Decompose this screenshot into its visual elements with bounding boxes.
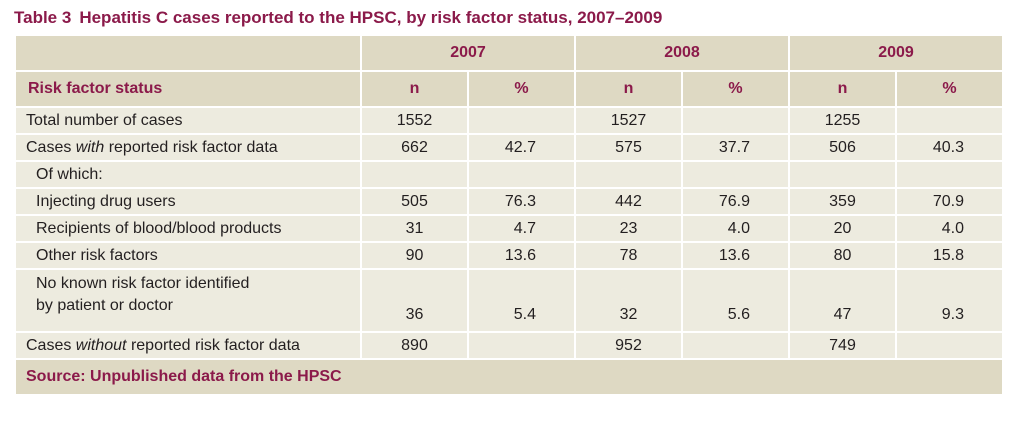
cell-value: 662 [360,133,469,162]
cell-value: 20 [788,214,897,243]
table-row: Injecting drug users 505 76.3 442 76.9 3… [14,187,1004,216]
cell-value: 31 [360,214,469,243]
cell-value: 32 [574,268,683,333]
cell-value [895,331,1004,360]
cell-value: 23 [574,214,683,243]
cell-value: 505 [360,187,469,216]
cell-value [467,106,576,135]
cell-value: 5.6 [681,268,790,333]
cell-value: 749 [788,331,897,360]
col-header-pct: % [467,70,576,108]
col-header-n: n [360,70,469,108]
cell-value: 5.4 [467,268,576,333]
year-header-2008: 2008 [574,34,790,72]
year-header-2009: 2009 [788,34,1004,72]
cell-value: 40.3 [895,133,1004,162]
cell-value: 78 [574,241,683,270]
row-label: Cases without reported risk factor data [14,331,362,360]
table-row: Total number of cases 1552 1527 1255 [14,106,1004,135]
table-row: Recipients of blood/blood products 31 4.… [14,214,1004,243]
cell-value: 13.6 [467,241,576,270]
table-title-text: Hepatitis C cases reported to the HPSC, … [79,8,663,27]
table-row: No known risk factor identified by patien… [14,268,1004,333]
table-row: Of which: [14,160,1004,189]
cell-value: 4.0 [895,214,1004,243]
table-number: Table 3 [14,8,72,27]
cell-value: 506 [788,133,897,162]
source-row: Source: Unpublished data from the HPSC [14,358,1004,396]
cell-value [788,160,897,189]
cell-value [467,160,576,189]
cell-value: 76.9 [681,187,790,216]
row-label: Other risk factors [14,241,362,270]
cell-value: 1552 [360,106,469,135]
cell-value: 37.7 [681,133,790,162]
cell-value [360,160,469,189]
year-header-row: 2007 2008 2009 [14,34,1004,72]
row-label: Injecting drug users [14,187,362,216]
cell-value: 4.0 [681,214,790,243]
cell-value: 13.6 [681,241,790,270]
cell-value: 4.7 [467,214,576,243]
cell-value: 442 [574,187,683,216]
cell-value [895,160,1004,189]
col-header-n: n [788,70,897,108]
cell-value: 76.3 [467,187,576,216]
year-header-2007: 2007 [360,34,576,72]
row-label: Recipients of blood/blood products [14,214,362,243]
cell-value [681,331,790,360]
cell-value: 952 [574,331,683,360]
col-header-pct: % [681,70,790,108]
cell-value: 15.8 [895,241,1004,270]
row-label: Cases with reported risk factor data [14,133,362,162]
cell-value: 1255 [788,106,897,135]
row-label: Of which: [14,160,362,189]
cell-value: 890 [360,331,469,360]
cell-value [467,331,576,360]
table-row: Cases with reported risk factor data 662… [14,133,1004,162]
header-corner-cell [14,34,362,72]
column-header-row: Risk factor status n % n % n % [14,70,1004,108]
cell-value [681,160,790,189]
col-header-n: n [574,70,683,108]
cell-value [895,106,1004,135]
cell-value: 575 [574,133,683,162]
row-label: No known risk factor identified by patien… [14,268,362,333]
cell-value [574,160,683,189]
data-table: 2007 2008 2009 Risk factor status n % n … [14,34,1004,396]
table-title: Table 3 Hepatitis C cases reported to the… [14,4,662,32]
cell-value [681,106,790,135]
col-header-pct: % [895,70,1004,108]
cell-value: 359 [788,187,897,216]
table-row: Cases without reported risk factor data … [14,331,1004,360]
cell-value: 47 [788,268,897,333]
source-note: Source: Unpublished data from the HPSC [14,358,1004,396]
cell-value: 80 [788,241,897,270]
cell-value: 36 [360,268,469,333]
table-row: Other risk factors 90 13.6 78 13.6 80 15… [14,241,1004,270]
cell-value: 1527 [574,106,683,135]
cell-value: 9.3 [895,268,1004,333]
cell-value: 90 [360,241,469,270]
row-header-label: Risk factor status [14,70,362,108]
row-label: Total number of cases [14,106,362,135]
cell-value: 70.9 [895,187,1004,216]
cell-value: 42.7 [467,133,576,162]
